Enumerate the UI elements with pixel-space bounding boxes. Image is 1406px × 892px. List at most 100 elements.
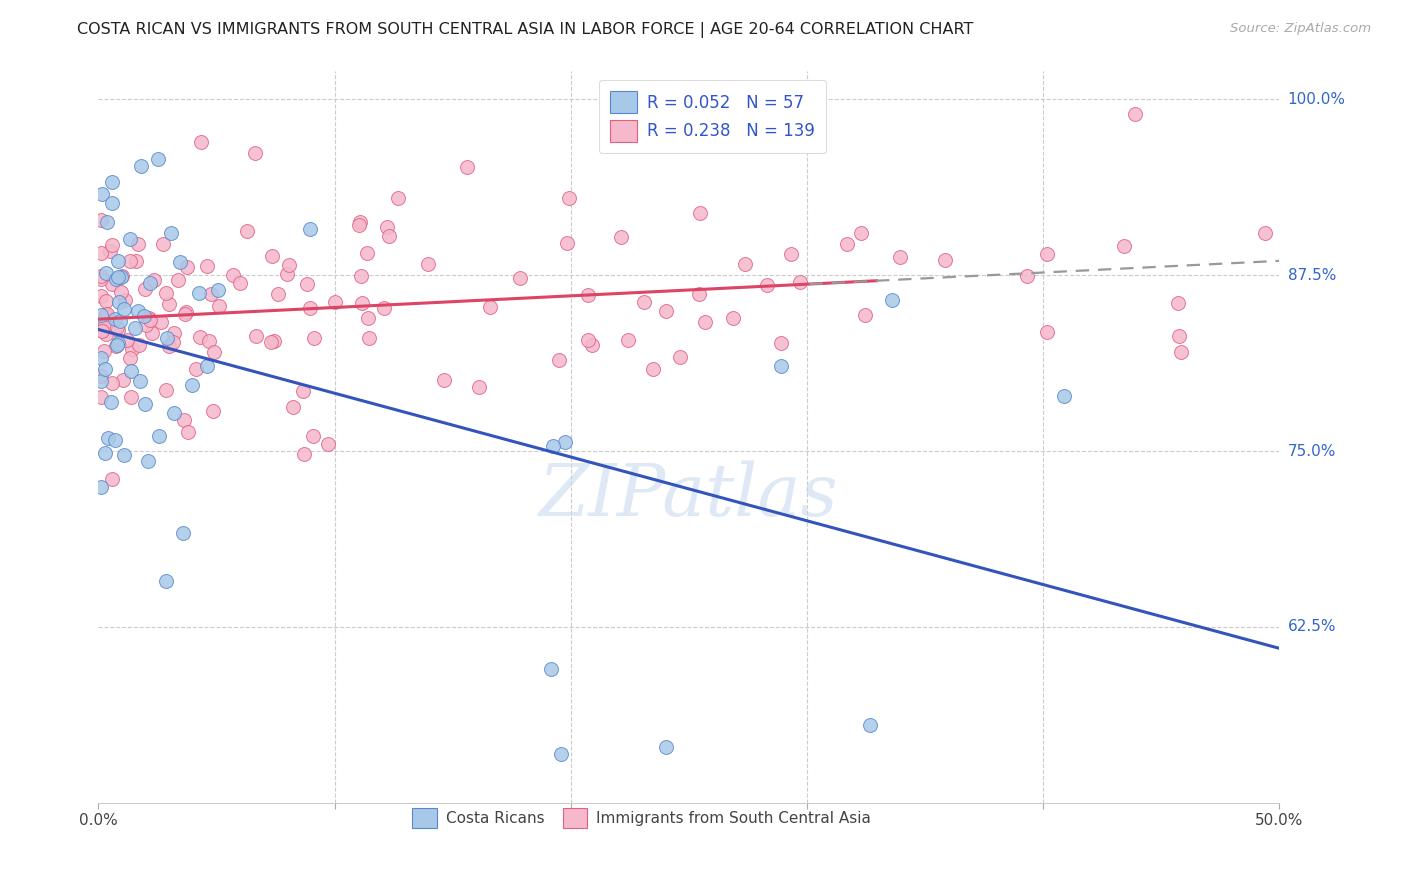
Point xyxy=(127,236,149,251)
Point xyxy=(245,145,267,160)
Point xyxy=(548,353,571,368)
Point xyxy=(188,285,211,300)
Point xyxy=(118,351,141,365)
Point xyxy=(478,300,501,314)
Point xyxy=(633,295,655,310)
Point xyxy=(356,245,378,260)
Point xyxy=(260,249,283,263)
Point xyxy=(107,336,129,351)
Point xyxy=(115,333,138,347)
Point xyxy=(176,260,198,275)
Point xyxy=(138,276,160,290)
Point xyxy=(114,293,136,308)
Point xyxy=(135,318,157,332)
Point xyxy=(139,313,162,327)
Point xyxy=(245,328,267,343)
Point xyxy=(94,361,117,376)
Point xyxy=(104,433,127,447)
Point xyxy=(110,314,132,328)
Point xyxy=(90,390,112,404)
Point xyxy=(127,304,149,318)
Point xyxy=(128,337,150,351)
Point xyxy=(90,212,112,227)
Point xyxy=(734,258,756,272)
Point xyxy=(889,250,911,264)
Point xyxy=(721,311,744,326)
Point xyxy=(377,229,399,244)
Point xyxy=(105,338,128,352)
Point xyxy=(110,285,132,299)
Point xyxy=(100,395,122,409)
Point xyxy=(157,297,180,311)
Point xyxy=(292,447,315,461)
Point xyxy=(202,404,225,418)
Point xyxy=(163,406,186,420)
Point xyxy=(377,219,399,234)
Point xyxy=(90,351,112,365)
Point xyxy=(142,272,165,286)
Point xyxy=(387,191,409,205)
Point xyxy=(120,390,142,404)
Text: COSTA RICAN VS IMMIGRANTS FROM SOUTH CENTRAL ASIA IN LABOR FORCE | AGE 20-64 COR: COSTA RICAN VS IMMIGRANTS FROM SOUTH CEN… xyxy=(77,22,974,38)
Point xyxy=(174,305,197,319)
Point xyxy=(304,331,326,345)
Point xyxy=(148,152,170,166)
Point xyxy=(291,384,314,398)
Point xyxy=(110,270,132,285)
Point xyxy=(433,373,456,387)
Point xyxy=(509,270,531,285)
Point xyxy=(195,259,218,273)
Point xyxy=(155,285,177,300)
Point xyxy=(349,214,371,228)
Point xyxy=(174,307,197,321)
Point xyxy=(134,397,156,411)
Point xyxy=(138,310,160,325)
Point xyxy=(97,431,120,445)
Point xyxy=(94,266,117,280)
Point xyxy=(104,339,127,353)
Point xyxy=(299,301,322,315)
Legend: Costa Ricans, Immigrants from South Central Asia: Costa Ricans, Immigrants from South Cent… xyxy=(405,800,879,836)
Point xyxy=(277,258,299,272)
Point xyxy=(298,222,321,236)
Point xyxy=(136,454,159,468)
Point xyxy=(1254,226,1277,240)
Point xyxy=(160,226,183,240)
Point xyxy=(581,338,603,352)
Point xyxy=(276,267,298,281)
Point xyxy=(200,287,222,301)
Point xyxy=(93,343,115,358)
Point xyxy=(554,435,576,450)
Point xyxy=(90,374,112,388)
Text: 75.0%: 75.0% xyxy=(1288,443,1336,458)
Point xyxy=(456,160,478,174)
Point xyxy=(107,323,129,337)
Point xyxy=(94,309,117,323)
Point xyxy=(118,232,141,246)
Point xyxy=(125,254,148,268)
Point xyxy=(207,299,229,313)
Point xyxy=(769,336,792,351)
Point xyxy=(98,244,121,259)
Point xyxy=(557,191,579,205)
Point xyxy=(541,439,564,453)
Point xyxy=(105,272,128,286)
Point xyxy=(281,400,304,414)
Point xyxy=(97,320,120,334)
Point xyxy=(155,331,177,345)
Point xyxy=(688,286,710,301)
Point xyxy=(323,294,346,309)
Point xyxy=(756,277,779,292)
Point xyxy=(770,359,793,374)
Point xyxy=(1170,345,1192,359)
Point xyxy=(654,739,676,754)
Point xyxy=(357,310,380,325)
Point xyxy=(260,335,283,350)
Point xyxy=(96,307,118,321)
Point xyxy=(610,230,633,244)
Point xyxy=(94,308,117,322)
Point xyxy=(1053,389,1076,403)
Point xyxy=(132,309,155,323)
Point xyxy=(111,269,134,284)
Point xyxy=(789,275,811,289)
